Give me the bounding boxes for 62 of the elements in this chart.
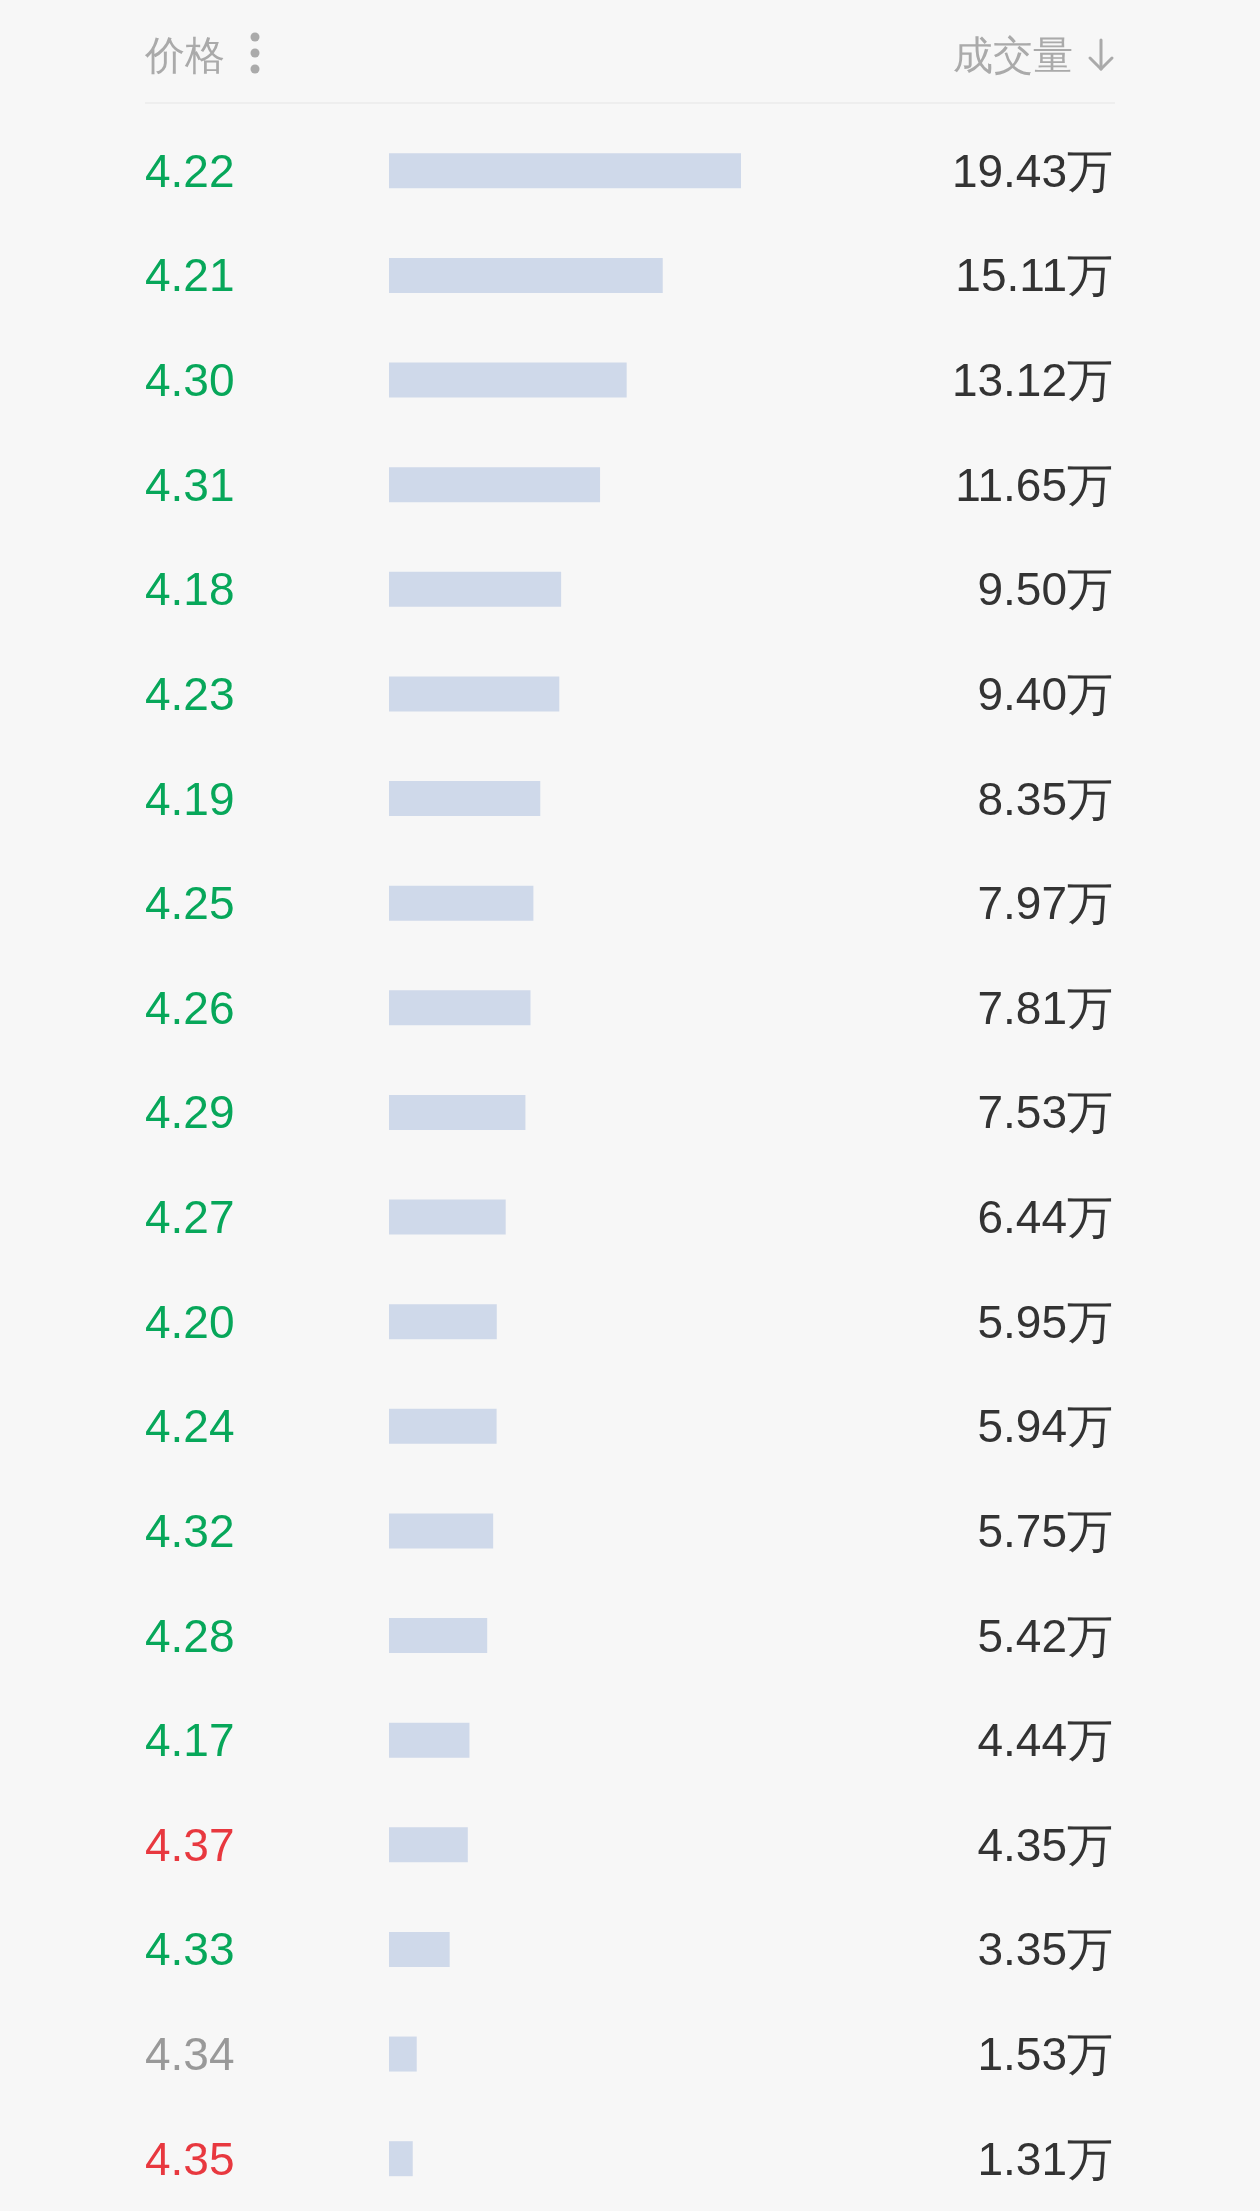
y-tick-label: 4.32 xyxy=(145,1504,235,1557)
y-tick-label: 4.26 xyxy=(145,981,235,1034)
data-label: 4.44万 xyxy=(977,1714,1113,1767)
data-label: 15.11万 xyxy=(955,249,1113,302)
bar xyxy=(389,676,560,712)
y-tick-label: 4.30 xyxy=(145,354,235,407)
y-tick-label: 4.19 xyxy=(145,772,235,825)
y-tick-label: 4.27 xyxy=(145,1191,235,1244)
y-tick-label: 4.20 xyxy=(145,1295,235,1348)
y-tick-label: 4.24 xyxy=(145,1400,235,1453)
bar xyxy=(389,2036,417,2072)
data-label: 7.53万 xyxy=(977,1086,1113,1139)
bar xyxy=(389,2141,413,2177)
bar xyxy=(389,1513,494,1549)
bar xyxy=(389,1304,497,1340)
bar xyxy=(389,781,541,817)
data-label: 19.43万 xyxy=(951,144,1113,197)
data-label: 9.50万 xyxy=(977,563,1113,616)
bar xyxy=(389,1408,497,1444)
y-tick-label: 4.37 xyxy=(145,1818,235,1871)
data-label: 5.42万 xyxy=(977,1609,1113,1662)
bar xyxy=(389,571,562,607)
y-tick-label: 4.18 xyxy=(145,563,235,616)
bar xyxy=(389,362,627,398)
y-tick-label: 4.21 xyxy=(145,249,235,302)
data-label: 13.12万 xyxy=(951,354,1113,407)
y-tick-label: 4.33 xyxy=(145,1923,235,1976)
y-tick-label: 4.23 xyxy=(145,667,235,720)
y-tick-label: 4.28 xyxy=(145,1609,235,1662)
data-label: 8.35万 xyxy=(977,772,1113,825)
y-tick-label: 4.29 xyxy=(145,1086,235,1139)
data-label: 1.53万 xyxy=(977,2028,1113,2081)
y-tick-label: 4.17 xyxy=(145,1714,235,1767)
y-axis-title: 价格 xyxy=(144,33,225,77)
bar xyxy=(389,257,663,293)
data-label: 7.81万 xyxy=(977,981,1113,1034)
y-tick-label: 4.35 xyxy=(145,2132,235,2185)
y-tick-label: 4.25 xyxy=(145,877,235,930)
data-label: 6.44万 xyxy=(977,1191,1113,1244)
data-label: 4.35万 xyxy=(977,1818,1113,1871)
bar xyxy=(389,885,534,921)
bar xyxy=(389,1094,526,1130)
data-label: 7.97万 xyxy=(977,877,1113,930)
y-tick-label: 4.34 xyxy=(145,2028,235,2081)
data-label: 11.65万 xyxy=(955,458,1113,511)
data-label: 3.35万 xyxy=(977,1923,1113,1976)
data-label: 5.95万 xyxy=(977,1295,1113,1348)
data-label: 5.94万 xyxy=(977,1400,1113,1453)
bar xyxy=(389,153,741,189)
data-label: 5.75万 xyxy=(977,1504,1113,1557)
bar xyxy=(389,990,531,1026)
y-tick-label: 4.22 xyxy=(145,144,235,197)
data-label: 1.31万 xyxy=(977,2132,1113,2185)
bar xyxy=(389,1827,468,1863)
y-tick-label: 4.31 xyxy=(145,458,235,511)
bar xyxy=(389,1931,450,1967)
bar xyxy=(389,467,601,503)
text: 成交量 xyxy=(953,33,1073,77)
bar xyxy=(389,1199,506,1235)
bar xyxy=(389,1618,488,1654)
data-label: 9.40万 xyxy=(977,667,1113,720)
bar xyxy=(389,1722,470,1758)
